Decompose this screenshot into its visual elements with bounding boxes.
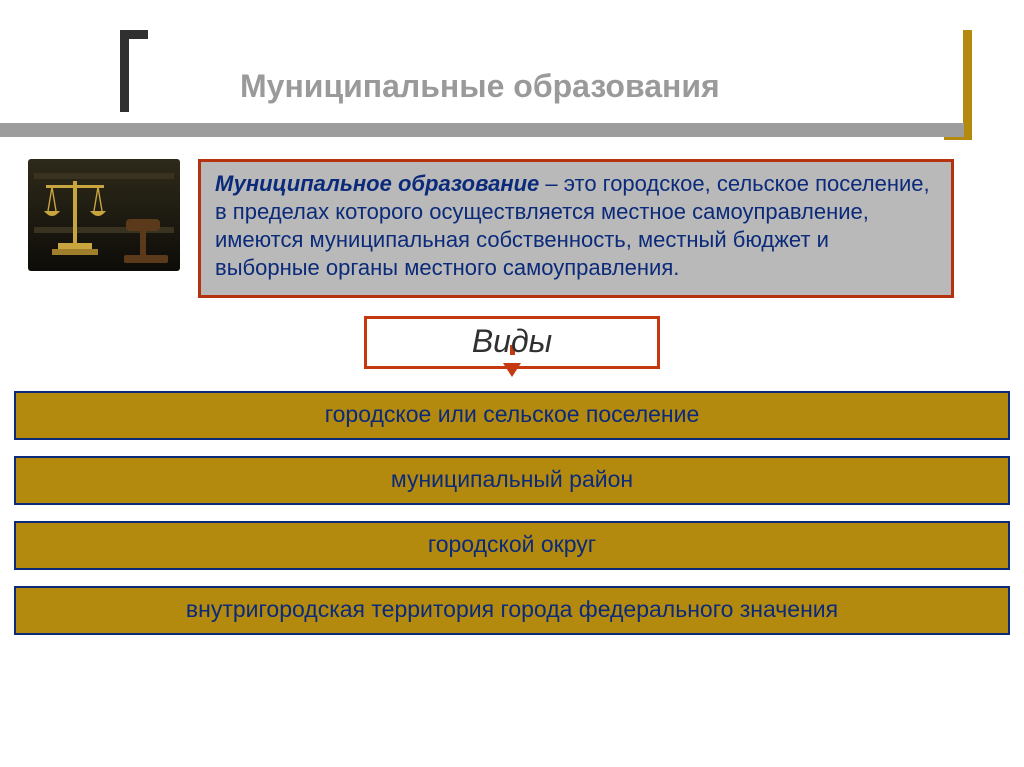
arrow-down-icon [503, 363, 521, 377]
definition-box: Муниципальное образование – это городско… [198, 159, 954, 298]
types-label-box: Виды [364, 316, 660, 369]
type-bar: муниципальный район [14, 456, 1010, 505]
scales-of-justice-icon [28, 159, 180, 271]
types-list: городское или сельское поселение муницип… [0, 391, 1024, 635]
type-bar: городской округ [14, 521, 1010, 570]
definition-term: Муниципальное образование [215, 171, 539, 196]
header: Муниципальные образования [0, 0, 1024, 135]
header-underline [0, 123, 964, 137]
definition-row: Муниципальное образование – это городско… [0, 159, 1024, 298]
slide-title: Муниципальные образования [240, 68, 720, 105]
type-bar: внутригородская территория города федера… [14, 586, 1010, 635]
bracket-left-icon [120, 30, 148, 112]
type-bar: городское или сельское поселение [14, 391, 1010, 440]
